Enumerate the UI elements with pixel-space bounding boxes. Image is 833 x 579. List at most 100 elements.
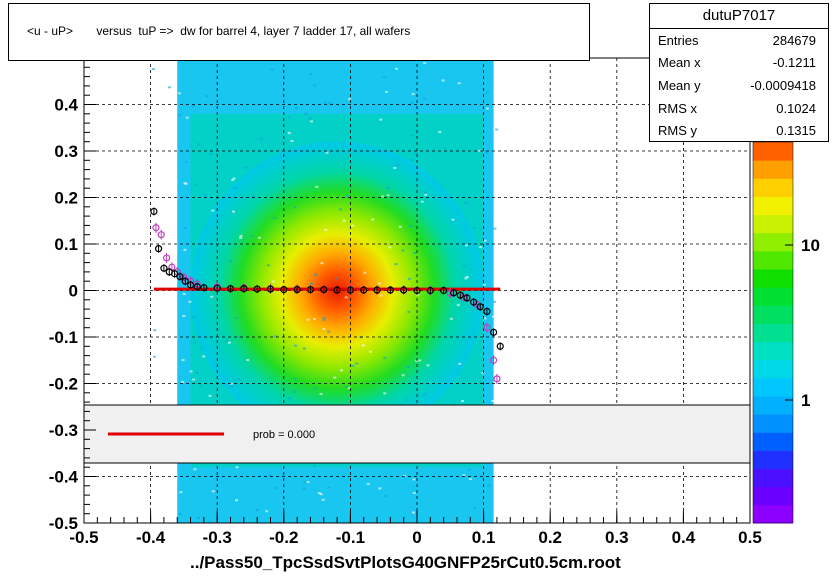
heatmap-cell: [325, 151, 329, 154]
x-tick-label: 0.2: [538, 528, 562, 547]
heatmap-cell: [479, 381, 483, 384]
heatmap-cell: [351, 224, 355, 227]
profile-point-black: [240, 285, 248, 293]
x-tick-label: 0.4: [672, 528, 696, 547]
heatmap-cell: [322, 318, 326, 321]
profile-point-black: [483, 307, 491, 316]
stats-label: Entries: [658, 32, 699, 48]
heatmap-cell: [275, 487, 279, 490]
palette-bin: [753, 396, 793, 415]
heatmap-cell: [225, 339, 229, 342]
profile-point-black: [176, 272, 184, 281]
heatmap-cell: [192, 378, 196, 381]
heatmap-cell: [377, 282, 381, 285]
x-tick-label: 0.5: [738, 528, 762, 547]
heatmap-cell: [189, 370, 193, 373]
heatmap-cell: [265, 510, 269, 513]
heatmap-cell: [462, 474, 466, 477]
heatmap-cell: [313, 464, 317, 467]
heatmap-cell: [322, 316, 326, 319]
stats-value: -0.0009418: [750, 77, 816, 93]
profile-point-black: [226, 285, 235, 293]
profile-point-black: [150, 207, 158, 216]
x-axis-label: ../Pass50_TpcSsdSvtPlotsG40GNFP25rCut0.5…: [190, 553, 621, 572]
heatmap-cell: [309, 282, 313, 285]
palette-bin: [753, 359, 793, 379]
heatmap-cell: [192, 316, 196, 319]
stats-box: dutuP7017 Entries 284679 Mean x -0.1211 Me…: [649, 3, 829, 142]
heatmap-cell: [464, 244, 468, 247]
heatmap-cell: [229, 260, 233, 263]
heatmap-cell: [315, 185, 319, 188]
z-tick-label: 1: [801, 391, 810, 410]
heatmap-cell: [306, 318, 310, 321]
profile-point-magenta: [493, 375, 501, 383]
profile-point-black: [470, 298, 478, 306]
heatmap-cell: [292, 390, 296, 393]
heatmap-cell: [202, 355, 206, 358]
x-tick-label: 0: [412, 528, 421, 547]
heatmap-cell: [379, 294, 383, 297]
heatmap-cell: [383, 495, 387, 498]
heatmap-cell: [257, 236, 261, 239]
palette-bin: [753, 504, 793, 524]
heatmap-cell: [468, 478, 472, 481]
heatmap-cell: [363, 271, 367, 274]
heatmap-cell: [270, 68, 274, 71]
heatmap-cell: [411, 511, 415, 514]
heatmap-cell: [407, 277, 411, 280]
stats-value: 0.1315: [776, 123, 816, 139]
chart-title: <u - uP> versus tuP => dw for barrel 4, …: [27, 24, 411, 38]
heatmap-cell: [464, 277, 468, 280]
stats-label: Mean x: [658, 55, 701, 71]
heatmap-cell: [393, 166, 397, 169]
heatmap-speckle: [150, 62, 500, 523]
heatmap-cell: [205, 95, 209, 98]
heatmap-cell: [259, 137, 263, 140]
heatmap-cell: [410, 134, 414, 137]
heatmap-cell: [412, 491, 416, 494]
profile-point-black: [463, 294, 471, 302]
stats-label: RMS y: [658, 123, 697, 139]
heatmap-cell: [473, 507, 477, 510]
heatmap-cell: [351, 364, 355, 367]
profile-point-black: [476, 303, 484, 311]
heatmap-cell: [181, 359, 185, 362]
y-tick-label: -0.4: [49, 468, 79, 487]
heatmap-cell: [423, 97, 427, 100]
heatmap-cell: [271, 280, 275, 283]
x-tick-label: 0.1: [472, 528, 496, 547]
heatmap-cell: [485, 107, 489, 110]
profile-point-black: [373, 286, 381, 294]
heatmap-cell: [192, 104, 196, 107]
palette-bin: [753, 160, 793, 179]
heatmap-cell: [287, 131, 291, 134]
heatmap-cell: [423, 62, 427, 65]
profile-point-black: [181, 277, 189, 285]
profile-point-magenta: [180, 273, 188, 282]
heatmap-cell: [418, 359, 422, 362]
heatmap-cell: [443, 147, 447, 150]
palette-bin: [753, 287, 793, 306]
heatmap-cell: [195, 371, 199, 374]
heatmap-cell: [385, 90, 389, 93]
heatmap-cell: [383, 356, 387, 359]
heatmap-cell: [177, 114, 181, 117]
heatmap-cell: [309, 73, 313, 76]
profile-point-magenta: [157, 231, 165, 239]
heatmap-cell: [251, 195, 255, 198]
profile-point-black: [213, 284, 221, 292]
title-box: <u - uP> versus tuP => dw for barrel 4, …: [8, 3, 590, 61]
heatmap-cell: [495, 128, 499, 131]
heatmap-cell: [324, 228, 328, 231]
heatmap-cell: [320, 262, 324, 265]
heatmap-cell: [211, 490, 215, 493]
palette-bin: [753, 414, 793, 433]
heatmap-cell: [394, 263, 398, 266]
profile-point-black: [253, 285, 261, 293]
stats-row-mean-x: Mean x -0.1211: [650, 52, 828, 75]
profile-point-black: [413, 286, 421, 295]
heatmap-cell: [388, 246, 392, 249]
palette-bin: [753, 232, 793, 252]
